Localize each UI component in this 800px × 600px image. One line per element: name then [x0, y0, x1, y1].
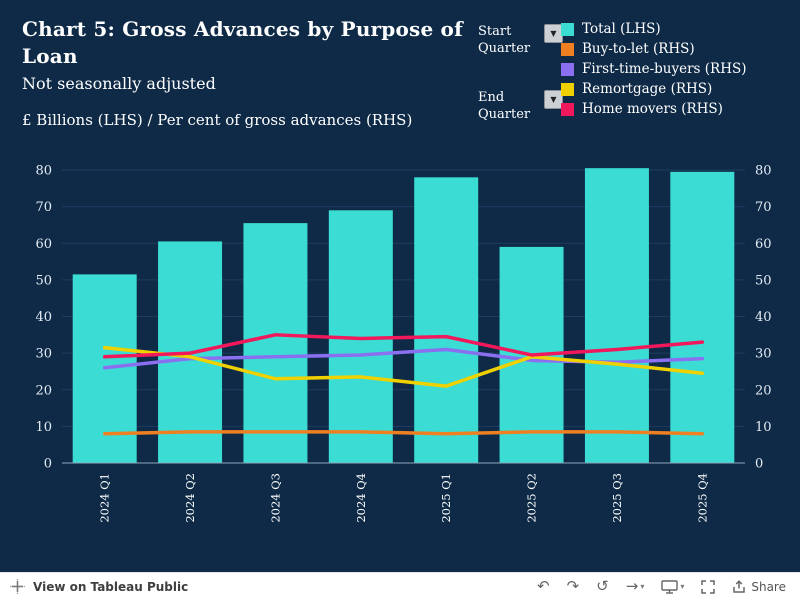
svg-text:30: 30: [755, 347, 772, 362]
svg-text:20: 20: [35, 383, 52, 398]
axis-units-note: £ Billions (LHS) / Per cent of gross adv…: [22, 111, 413, 129]
legend-item-total[interactable]: Total (LHS): [561, 19, 747, 39]
title-block: Chart 5: Gross Advances by Purpose of Lo…: [22, 16, 492, 129]
svg-text:60: 60: [755, 237, 772, 252]
svg-text:80: 80: [755, 164, 772, 179]
x-axis-label: 2024 Q1: [98, 473, 112, 523]
refresh-menu-icon[interactable]: → ▾: [625, 577, 645, 595]
fullscreen-corners-icon: [701, 579, 716, 594]
reset-icon[interactable]: ↺: [596, 577, 609, 595]
chevron-down-icon: ▼: [550, 29, 557, 38]
svg-text:50: 50: [35, 273, 52, 288]
svg-text:10: 10: [35, 420, 52, 435]
page-title: Chart 5: Gross Advances by Purpose of Lo…: [22, 17, 463, 68]
svg-text:60: 60: [35, 237, 52, 252]
series-line[interactable]: [102, 430, 705, 436]
end-quarter-label: End Quarter: [478, 89, 531, 122]
svg-text:30: 30: [35, 347, 52, 362]
svg-text:40: 40: [755, 310, 772, 325]
x-axis-label: 2024 Q2: [183, 473, 197, 523]
start-quarter-label: Start Quarter: [478, 24, 531, 56]
share-label: Share: [751, 579, 786, 594]
series-line[interactable]: [102, 333, 705, 359]
svg-text:0: 0: [755, 457, 763, 472]
monitor-icon: [661, 579, 679, 594]
svg-text:50: 50: [755, 273, 772, 288]
toolbar-actions: ↶ ↷ ↺ → ▾ ▾: [537, 579, 800, 594]
x-axis-label: 2025 Q2: [525, 473, 539, 523]
undo-icon[interactable]: ↶: [537, 577, 550, 595]
legend-label: Total (LHS): [582, 21, 661, 37]
legend-swatch-home-movers: [561, 102, 574, 116]
view-on-tableau-label: View on Tableau Public: [33, 579, 189, 594]
x-axis-label: 2025 Q1: [439, 473, 453, 523]
svg-text:70: 70: [35, 200, 52, 215]
download-icon[interactable]: ▾: [661, 579, 685, 594]
chevron-down-icon: ▾: [680, 581, 685, 591]
total-bar[interactable]: [670, 171, 735, 464]
quarter-filters: Start Quarter ▼ End Quarter ▼: [478, 24, 563, 124]
start-quarter-control: Start Quarter ▼: [478, 24, 563, 58]
legend-swatch-remortgage: [561, 82, 574, 96]
share-button[interactable]: Share: [732, 580, 786, 594]
view-on-tableau[interactable]: View on Tableau Public: [0, 579, 188, 594]
total-bar[interactable]: [414, 177, 479, 463]
total-bar[interactable]: [584, 168, 649, 463]
chart-subtitle: Not seasonally adjusted: [22, 74, 216, 93]
fullscreen-icon[interactable]: [701, 579, 716, 594]
total-bar[interactable]: [243, 223, 308, 463]
share-icon: [733, 579, 746, 593]
legend-item-remortgage[interactable]: Remortgage (RHS): [561, 79, 747, 99]
legend-swatch-buy-to-let: [561, 42, 574, 56]
svg-text:10: 10: [755, 420, 772, 435]
legend-item-home-movers[interactable]: Home movers (RHS): [561, 99, 747, 119]
x-axis-label: 2025 Q3: [610, 473, 624, 523]
svg-text:70: 70: [755, 200, 772, 215]
end-quarter-control: End Quarter ▼: [478, 89, 563, 124]
x-axis-label: 2024 Q3: [268, 473, 282, 523]
legend-label: Buy-to-let (RHS): [582, 41, 695, 57]
legend-swatch-first-time-buyers: [561, 62, 574, 76]
legend-item-first-time-buyers[interactable]: First-time-buyers (RHS): [561, 59, 747, 79]
legend-label: Remortgage (RHS): [582, 81, 713, 97]
combo-chart[interactable]: 0 0 10 10 20 20 30 30 40 40 50 50 60 60 70 70 80 80 2024 Q…: [0, 150, 800, 554]
x-axis-label: 2025 Q4: [695, 473, 709, 523]
chevron-down-icon: ▾: [640, 581, 645, 591]
svg-text:80: 80: [35, 164, 52, 179]
tableau-toolbar: View on Tableau Public ↶ ↷ ↺ → ▾ ▾: [0, 572, 800, 600]
end-quarter-dropdown[interactable]: ▼: [544, 89, 563, 109]
chart-legend: Total (LHS) Buy-to-let (RHS) First-time-…: [561, 19, 747, 119]
legend-item-buy-to-let[interactable]: Buy-to-let (RHS): [561, 39, 747, 59]
legend-label: Home movers (RHS): [582, 101, 723, 117]
legend-swatch-total: [561, 22, 574, 36]
series-line[interactable]: [102, 345, 705, 388]
legend-label: First-time-buyers (RHS): [582, 61, 747, 77]
svg-text:40: 40: [35, 310, 52, 325]
chart-area[interactable]: 0 0 10 10 20 20 30 30 40 40 50 50 60 60 70 70 80 80 2024 Q…: [0, 150, 800, 554]
svg-text:0: 0: [44, 457, 52, 472]
tableau-logo-icon: [10, 579, 25, 594]
chevron-down-icon: ▼: [550, 94, 557, 104]
redo-icon[interactable]: ↷: [566, 577, 580, 595]
x-axis-label: 2024 Q4: [354, 473, 368, 523]
svg-text:20: 20: [755, 383, 772, 398]
